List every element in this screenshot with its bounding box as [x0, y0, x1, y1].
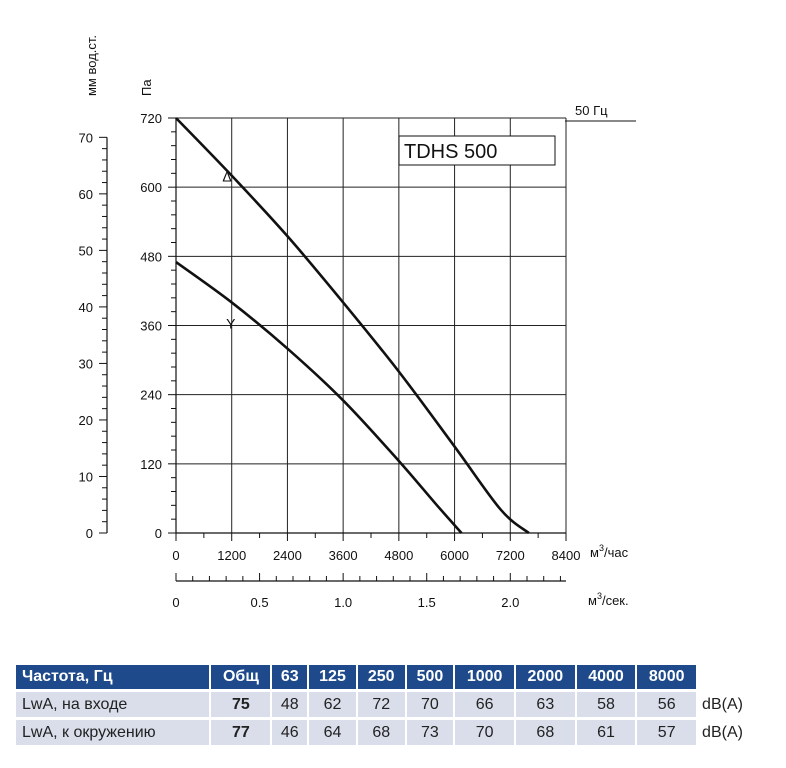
curve-label-y: Y — [226, 315, 236, 331]
x-axis-sec-tick-label: 0.5 — [251, 595, 269, 610]
noise-header-unit-blank — [698, 665, 764, 689]
y-axis-pa-tick-label: 360 — [140, 319, 162, 334]
curve-label-delta: Δ — [222, 168, 231, 184]
x-axis-hour-tick-label: 6000 — [440, 548, 469, 563]
noise-header-band: 4000 — [576, 665, 636, 689]
y-axis-mm-tick-label: 20 — [79, 413, 93, 428]
model-box — [398, 135, 556, 166]
y-axis-pa-tick-label: 720 — [140, 111, 162, 126]
noise-table-row: LwA, к окружению 77 46 64 68 73 70 68 61 57 dB(A) — [16, 720, 764, 745]
noise-row-value: 64 — [309, 720, 356, 745]
x-axis-sec-unit-suffix: /сек. — [602, 593, 629, 608]
x-axis-hour-tick-label: 0 — [172, 548, 179, 563]
x-axis-hour-tick-label: 1200 — [217, 548, 246, 563]
noise-header-band: 8000 — [637, 665, 697, 689]
x-axis-hour-tick-label: 4800 — [384, 548, 413, 563]
noise-row-value: 48 — [272, 692, 308, 717]
noise-header-total: Общ — [211, 665, 271, 689]
y-axis-pa-unit-label: Па — [139, 79, 154, 96]
noise-row-value: 68 — [515, 720, 575, 745]
noise-table-row: LwA, на входе 75 48 62 72 70 66 63 58 56 dB(A) — [16, 692, 764, 717]
x-axis-sec-unit-label: м3/сек. — [588, 591, 629, 608]
noise-table-body: LwA, на входе 75 48 62 72 70 66 63 58 56 dB(A) LwA,… — [16, 692, 764, 745]
noise-row-value: 73 — [406, 720, 454, 745]
y-axis-pa-tick-label: 0 — [155, 526, 162, 541]
x-axis-hour-unit-label: м3/час — [590, 543, 629, 560]
x-axis-hour-unit-sup: 3 — [599, 543, 604, 553]
y-axis-mm-tick-label: 60 — [79, 187, 93, 202]
x-axis-sec-tick-label: 2.0 — [501, 595, 519, 610]
noise-row-label: LwA, на входе — [16, 692, 210, 717]
frequency-label: 50 Гц — [575, 103, 608, 118]
noise-row-value: 46 — [272, 720, 308, 745]
y-axis-mm-tick-label: 40 — [79, 300, 93, 315]
noise-row-value: 72 — [357, 692, 405, 717]
noise-header-band: 125 — [309, 665, 356, 689]
noise-row-value: 70 — [455, 720, 514, 745]
noise-table-header-row: Частота, Гц Общ 63 125 250 500 1000 2000 4000 800… — [16, 665, 764, 689]
noise-header-band: 2000 — [515, 665, 575, 689]
x-axis-hour-unit-suffix: /час — [604, 545, 629, 560]
noise-row-total: 75 — [211, 692, 271, 717]
noise-row-label: LwA, к окружению — [16, 720, 210, 745]
noise-row-value: 68 — [357, 720, 405, 745]
x-axis-hour-tick-label: 8400 — [552, 548, 581, 563]
y-axis-mm-tick-label: 70 — [79, 130, 93, 145]
x-axis-sec-unit-sup: 3 — [597, 591, 602, 601]
noise-header-band: 63 — [272, 665, 308, 689]
y-axis-pa-tick-label: 120 — [140, 457, 162, 472]
noise-row-value: 57 — [637, 720, 697, 745]
performance-curve-y — [175, 261, 463, 534]
x-axis-sec-tick-label: 1.5 — [418, 595, 436, 610]
y-axis-pa-tick-label: 600 — [140, 180, 162, 195]
x-axis-hour-tick-label: 2400 — [273, 548, 302, 563]
x-axis-sec-unit-prefix: м — [588, 593, 597, 608]
noise-row-value: 63 — [515, 692, 575, 717]
noise-row-unit: dB(A) — [698, 720, 764, 745]
noise-row-value: 56 — [637, 692, 697, 717]
y-axis-mm-unit-label: мм вод.ст. — [84, 35, 99, 96]
noise-row-value: 70 — [406, 692, 454, 717]
noise-row-unit: dB(A) — [698, 692, 764, 717]
noise-header-band: 250 — [357, 665, 405, 689]
y-axis-mm-tick-label: 50 — [79, 243, 93, 258]
model-label: TDHS 500 — [404, 141, 497, 163]
noise-header-frequency: Частота, Гц — [16, 665, 210, 689]
noise-row-value: 62 — [309, 692, 356, 717]
y-axis-mm-tick-label: 0 — [86, 526, 93, 541]
x-axis-hour-unit-prefix: м — [590, 545, 599, 560]
performance-curve-delta — [175, 117, 530, 535]
y-axis-pa-tick-label: 480 — [140, 249, 162, 264]
noise-header-band: 500 — [406, 665, 454, 689]
noise-table: Частота, Гц Общ 63 125 250 500 1000 2000 4000 800… — [14, 662, 766, 748]
y-axis-mm-tick-label: 10 — [79, 469, 93, 484]
y-axis-mm-tick-label: 30 — [79, 356, 93, 371]
noise-row-total: 77 — [211, 720, 271, 745]
x-axis-sec-tick-label: 1.0 — [334, 595, 352, 610]
chart-curves: ΔY — [175, 117, 530, 535]
noise-row-value: 66 — [455, 692, 514, 717]
x-axis-sec-tick-label: 0 — [172, 595, 179, 610]
noise-table-wrap: Частота, Гц Общ 63 125 250 500 1000 2000 4000 800… — [14, 662, 766, 748]
noise-row-value: 61 — [576, 720, 636, 745]
y-axis-pa-tick-label: 240 — [140, 388, 162, 403]
noise-header-band: 1000 — [455, 665, 514, 689]
x-axis-hour-tick-label: 7200 — [496, 548, 525, 563]
noise-row-value: 58 — [576, 692, 636, 717]
x-axis-hour-tick-label: 3600 — [329, 548, 358, 563]
